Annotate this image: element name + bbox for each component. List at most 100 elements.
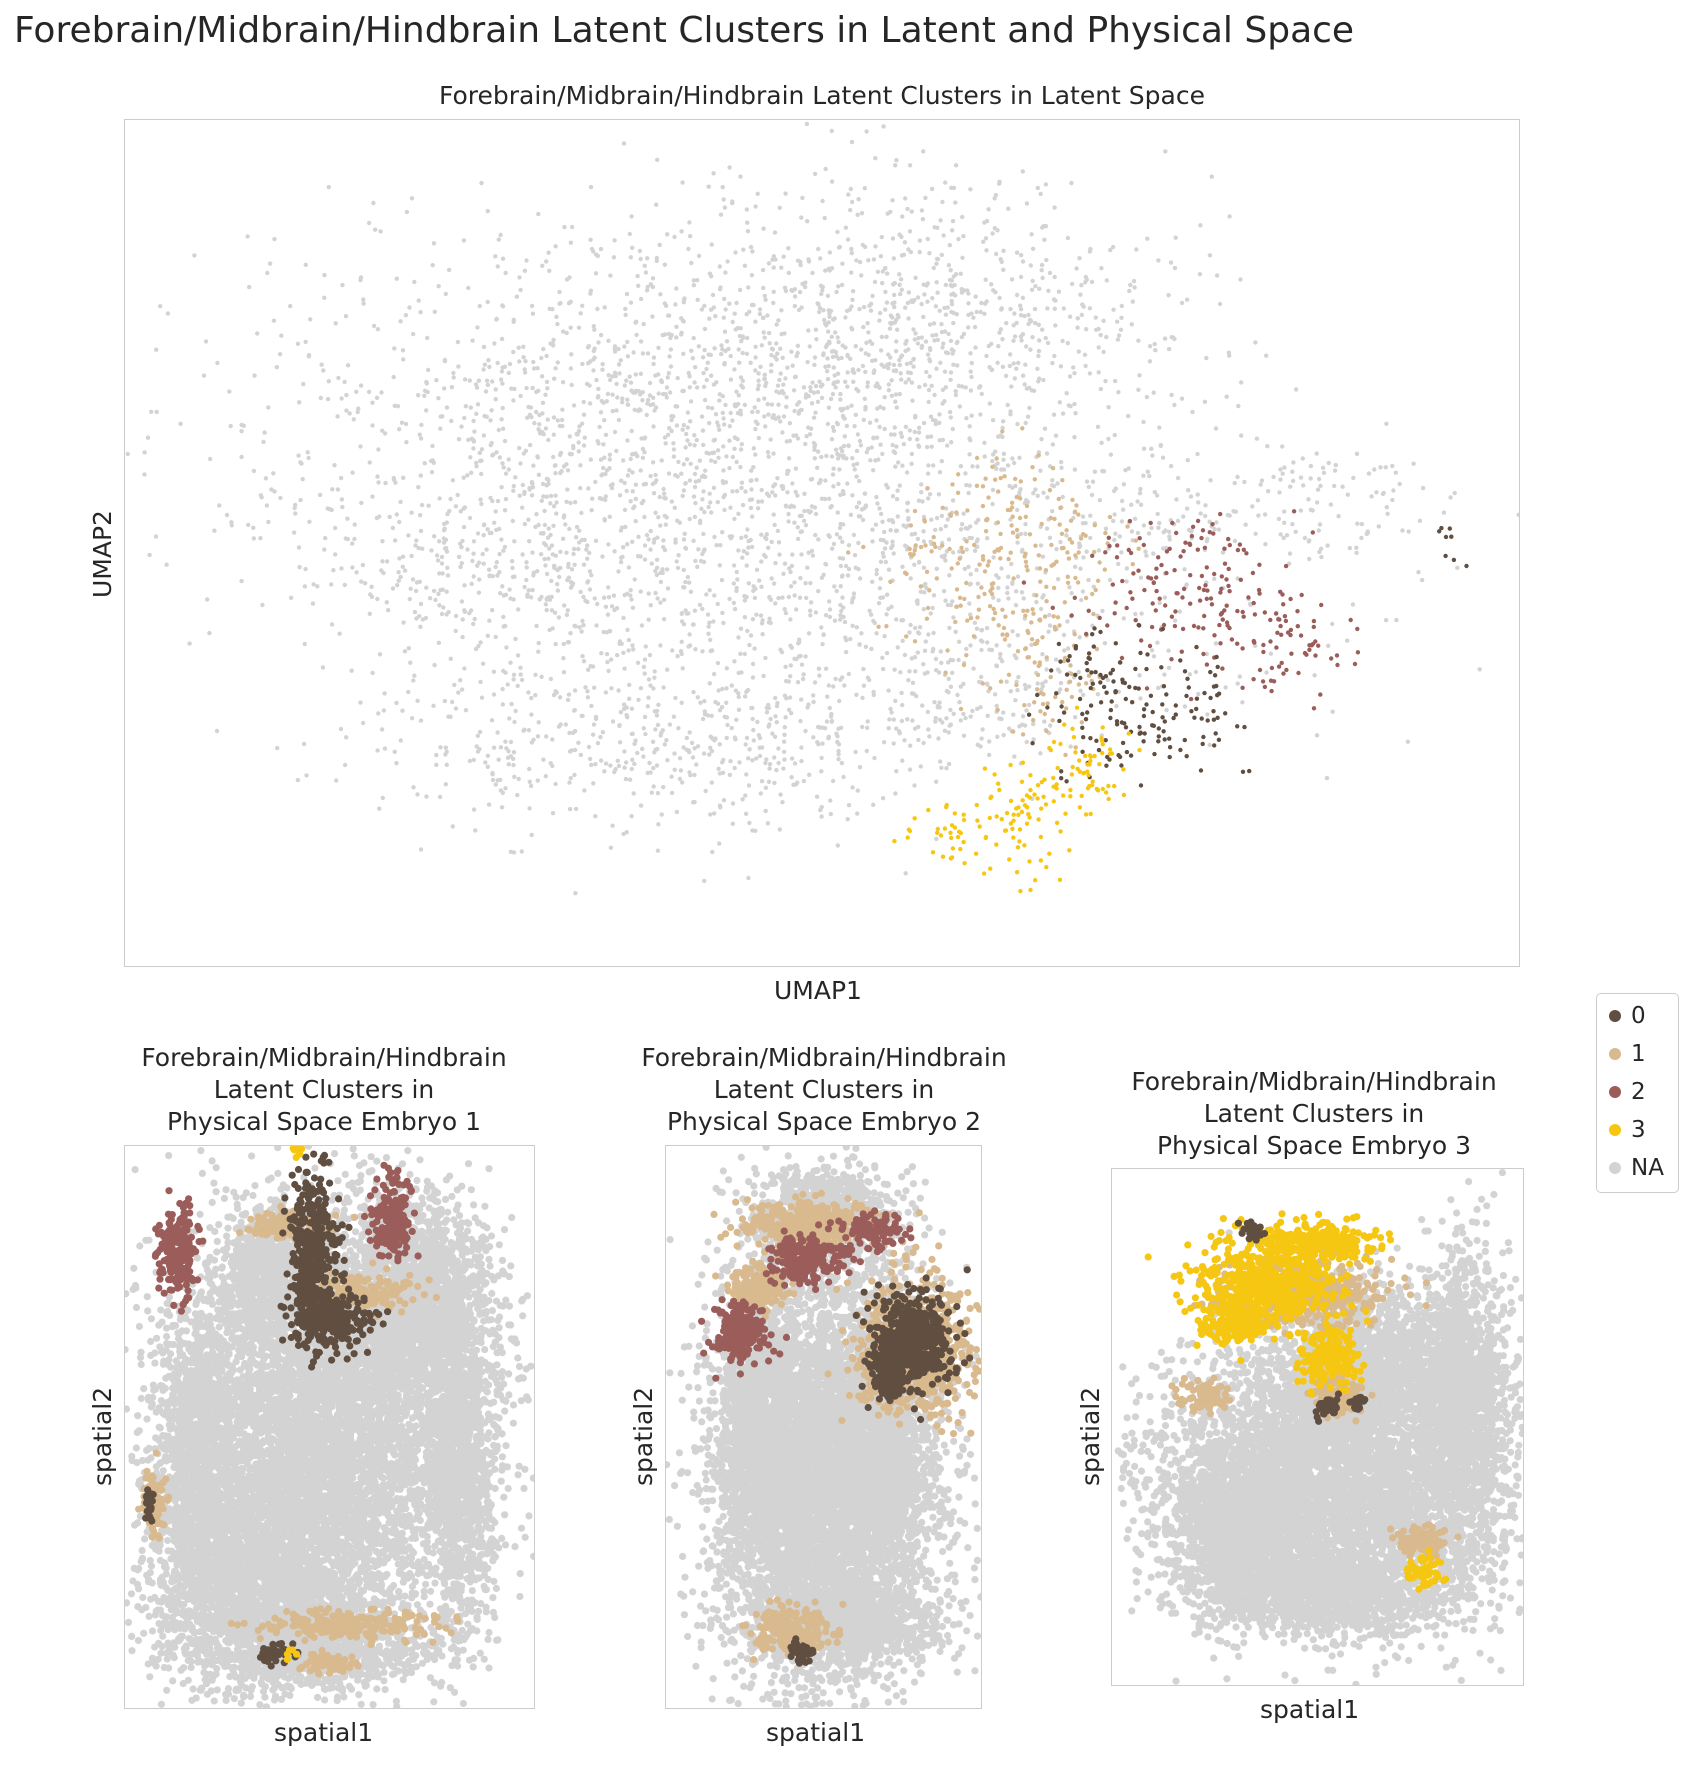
point [781, 254, 786, 259]
point [688, 419, 693, 424]
point [680, 666, 685, 671]
point [520, 552, 525, 557]
point [893, 464, 898, 469]
point [668, 347, 674, 352]
point [781, 749, 787, 754]
point [474, 411, 479, 416]
point [675, 565, 681, 571]
point [1235, 474, 1240, 480]
point [830, 425, 836, 430]
point [1204, 565, 1210, 570]
point [568, 500, 573, 506]
point [940, 543, 945, 548]
point [989, 341, 994, 347]
point [565, 608, 570, 613]
point [1067, 654, 1072, 659]
point [771, 451, 776, 456]
point [783, 715, 788, 720]
point [934, 366, 939, 371]
point [732, 311, 737, 316]
point [527, 412, 533, 417]
point [816, 481, 822, 486]
point [761, 285, 766, 291]
point [766, 545, 771, 550]
point [968, 388, 974, 393]
point [1283, 563, 1289, 569]
point [1043, 182, 1049, 187]
point [392, 346, 397, 351]
point [572, 623, 577, 628]
point [333, 552, 338, 557]
point [648, 603, 653, 608]
point [446, 267, 452, 273]
point [680, 427, 685, 432]
point [764, 705, 769, 710]
point [811, 390, 817, 395]
point [576, 546, 581, 552]
point [1039, 268, 1044, 273]
point [410, 577, 416, 582]
point [762, 396, 767, 401]
point [1195, 492, 1200, 497]
point [539, 498, 544, 503]
point [700, 606, 705, 612]
point [1348, 617, 1353, 623]
point [1028, 263, 1033, 268]
point [297, 565, 302, 570]
point [723, 270, 728, 275]
point [1039, 437, 1044, 442]
point [1067, 848, 1072, 853]
point [361, 301, 366, 306]
point [805, 705, 810, 710]
point [1173, 703, 1179, 708]
point [992, 196, 997, 201]
point [1288, 596, 1293, 602]
point [512, 774, 517, 779]
point [336, 375, 341, 381]
point [1029, 637, 1035, 642]
point [891, 368, 896, 373]
point [546, 481, 551, 486]
point [983, 476, 988, 481]
point [755, 191, 760, 196]
point [461, 524, 467, 530]
point [721, 197, 726, 202]
point [651, 784, 656, 789]
point [1218, 511, 1223, 517]
point [596, 394, 601, 399]
point [933, 332, 939, 338]
point [766, 261, 772, 266]
point [1391, 488, 1396, 493]
point [534, 389, 539, 395]
point [653, 510, 658, 515]
point [1121, 792, 1127, 798]
point [858, 514, 863, 519]
point [714, 380, 719, 385]
point [572, 747, 578, 753]
point [820, 288, 825, 293]
point [683, 608, 688, 613]
point [258, 536, 263, 541]
point [734, 300, 739, 306]
point [1007, 857, 1012, 862]
point [566, 692, 572, 697]
point [782, 607, 787, 612]
point [565, 487, 570, 492]
point [277, 352, 283, 357]
point [1010, 485, 1015, 490]
point [555, 360, 560, 365]
point [808, 600, 814, 605]
point [1095, 692, 1101, 697]
point [916, 443, 921, 448]
point [644, 288, 650, 293]
point [640, 398, 645, 403]
point [766, 330, 772, 336]
point [1045, 495, 1050, 500]
point [672, 234, 677, 240]
point [595, 306, 600, 312]
point [1006, 574, 1011, 579]
point [500, 303, 505, 308]
point [785, 468, 790, 474]
point [650, 460, 656, 465]
point [711, 171, 716, 176]
